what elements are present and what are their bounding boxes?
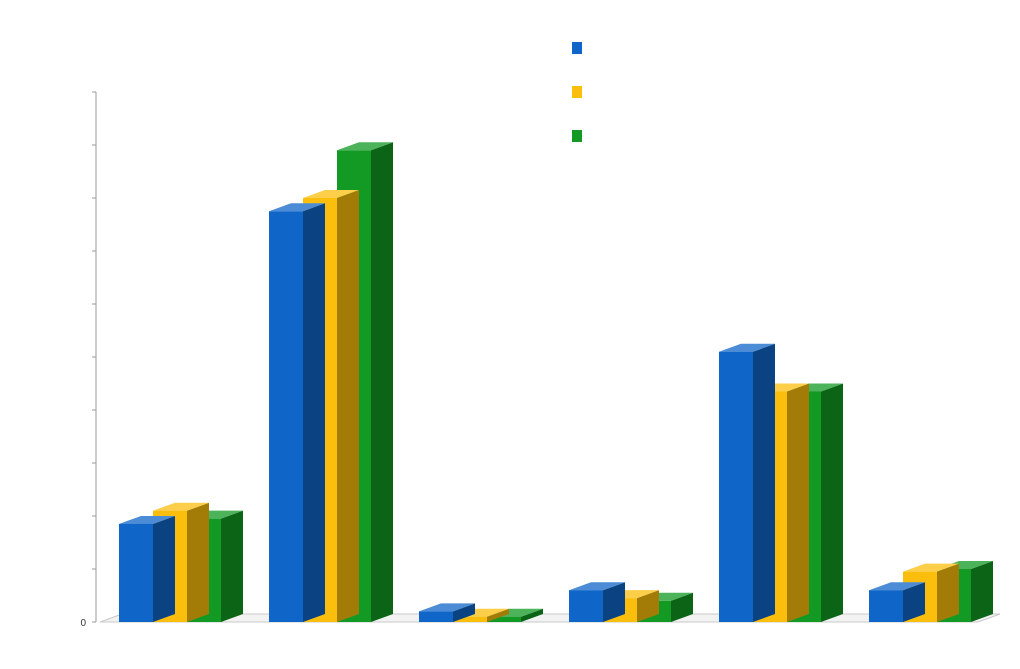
bar-side — [187, 502, 209, 622]
bar-side — [937, 563, 959, 622]
bars-group — [119, 142, 993, 623]
bar-top — [119, 515, 175, 524]
y-axis: 0 — [80, 91, 97, 629]
bar — [269, 203, 325, 622]
bar-side — [453, 603, 475, 622]
bar-front — [419, 611, 453, 622]
bar — [119, 515, 175, 622]
bar-side — [521, 608, 543, 622]
bar-top — [903, 563, 959, 572]
legend-swatch — [572, 130, 582, 142]
bar-side — [371, 142, 393, 623]
bar-top — [337, 142, 393, 151]
bar-side — [303, 203, 325, 622]
bar-side — [821, 383, 843, 622]
bar-top — [153, 502, 209, 511]
legend — [572, 42, 582, 142]
bar-top — [419, 603, 475, 612]
bar-front — [719, 351, 753, 622]
bar-side — [153, 515, 175, 622]
bar-front — [487, 616, 521, 622]
bar-top — [719, 343, 775, 352]
bar-side — [221, 510, 243, 622]
bar-side — [671, 592, 693, 622]
bar — [869, 582, 925, 622]
bar-front — [269, 211, 303, 622]
bar-side — [753, 343, 775, 622]
bar — [719, 343, 775, 622]
bar-side — [603, 582, 625, 622]
bar-top — [303, 190, 359, 198]
bar-side — [487, 608, 509, 622]
y-tick-label: 0 — [80, 618, 86, 629]
bar-side — [637, 590, 659, 622]
bar-front — [869, 590, 903, 622]
bar — [569, 582, 625, 622]
bar-top — [569, 582, 625, 591]
bar — [419, 603, 475, 622]
bar-side — [971, 561, 993, 622]
bar-side — [903, 582, 925, 622]
bar-front — [453, 616, 487, 622]
bar-front — [119, 523, 153, 622]
legend-swatch — [572, 42, 582, 54]
bar-side — [787, 383, 809, 622]
bar-top — [269, 203, 325, 212]
bar-front — [569, 590, 603, 622]
legend-swatch — [572, 86, 582, 98]
bar-side — [337, 190, 359, 622]
bar-top — [869, 582, 925, 591]
